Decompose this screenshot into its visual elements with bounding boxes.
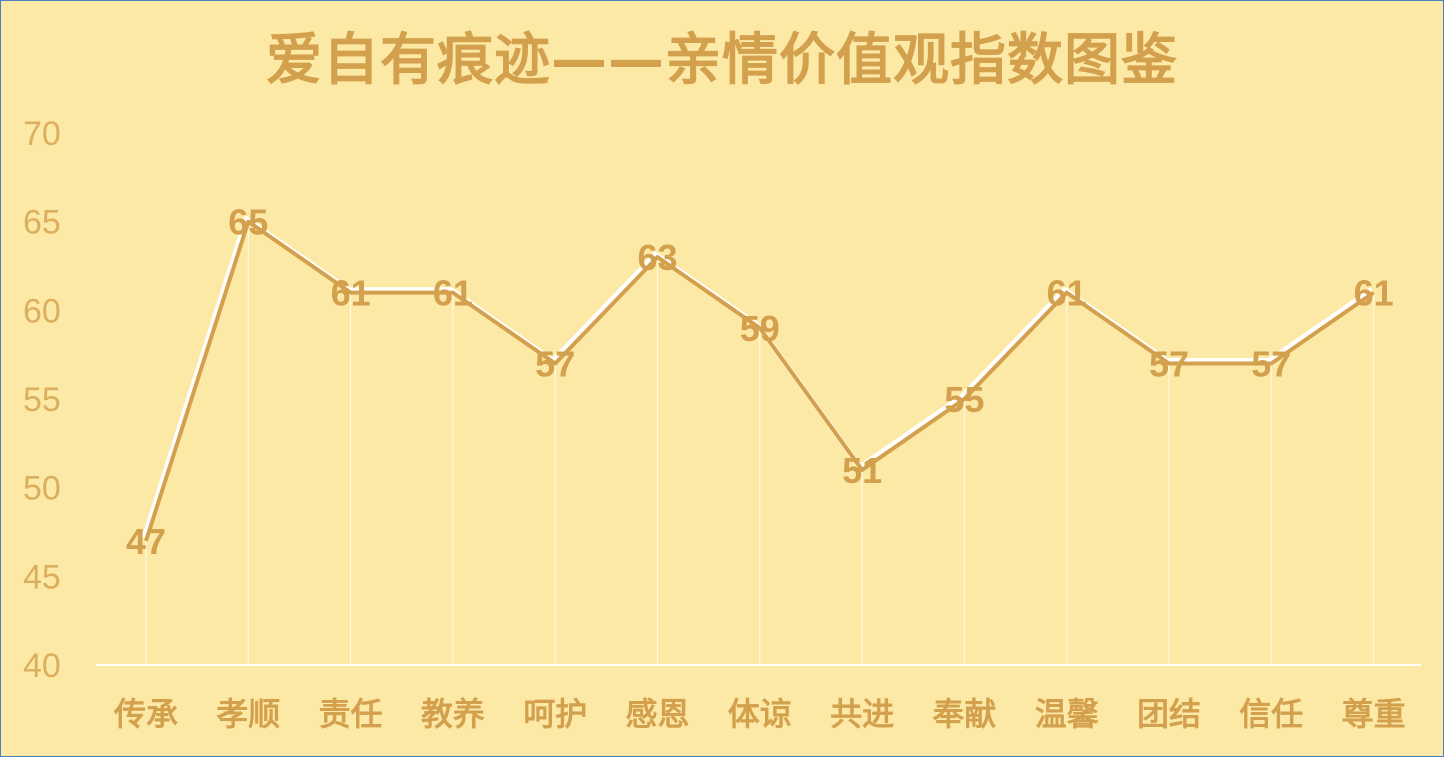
x-axis: 传承 孝顺 责任 教养 呵护 感恩 体谅 共进 奉献 温馨 团结 信任 尊重 xyxy=(113,695,1406,733)
drop-lines xyxy=(145,221,1375,665)
y-axis: 40 45 50 55 60 65 70 xyxy=(23,115,61,685)
series-line xyxy=(144,219,1375,542)
x-tick-label: 传承 xyxy=(113,695,178,733)
x-tick-label: 温馨 xyxy=(1035,695,1100,733)
x-tick-label: 呵护 xyxy=(523,695,587,733)
x-tick-label: 尊重 xyxy=(1342,695,1406,733)
x-tick-label: 奉献 xyxy=(932,695,996,733)
data-label: 63 xyxy=(637,237,677,278)
y-tick-label: 65 xyxy=(23,204,61,242)
x-tick-label: 体谅 xyxy=(728,695,792,733)
series-lines xyxy=(141,216,1375,542)
data-label: 61 xyxy=(1047,273,1087,314)
data-label: 47 xyxy=(126,521,166,562)
x-tick-label: 团结 xyxy=(1137,695,1201,733)
data-label: 61 xyxy=(331,273,371,314)
data-label: 57 xyxy=(1149,344,1189,385)
data-label: 65 xyxy=(228,202,268,243)
y-tick-label: 50 xyxy=(23,470,61,508)
chart-title: 爱自有痕迹——亲情价值观指数图鉴 xyxy=(266,28,1178,93)
data-label: 51 xyxy=(842,450,882,491)
data-label: 59 xyxy=(740,308,780,349)
data-label: 57 xyxy=(1251,344,1291,385)
y-tick-label: 40 xyxy=(23,647,61,685)
x-tick-label: 教养 xyxy=(421,695,485,733)
x-tick-label: 感恩 xyxy=(625,695,689,733)
y-tick-label: 70 xyxy=(23,115,61,153)
y-tick-label: 45 xyxy=(23,558,61,596)
y-tick-label: 55 xyxy=(23,381,61,419)
data-label: 57 xyxy=(535,344,575,385)
data-label: 61 xyxy=(1354,273,1394,314)
y-tick-label: 60 xyxy=(23,292,61,330)
x-tick-label: 责任 xyxy=(319,695,383,733)
data-label: 61 xyxy=(433,273,473,314)
x-tick-label: 共进 xyxy=(830,695,894,733)
data-label: 55 xyxy=(944,379,984,420)
x-tick-label: 信任 xyxy=(1239,695,1303,733)
data-labels: 47 65 61 61 57 63 59 51 55 61 57 57 61 xyxy=(126,202,1394,562)
x-tick-label: 孝顺 xyxy=(216,695,280,733)
